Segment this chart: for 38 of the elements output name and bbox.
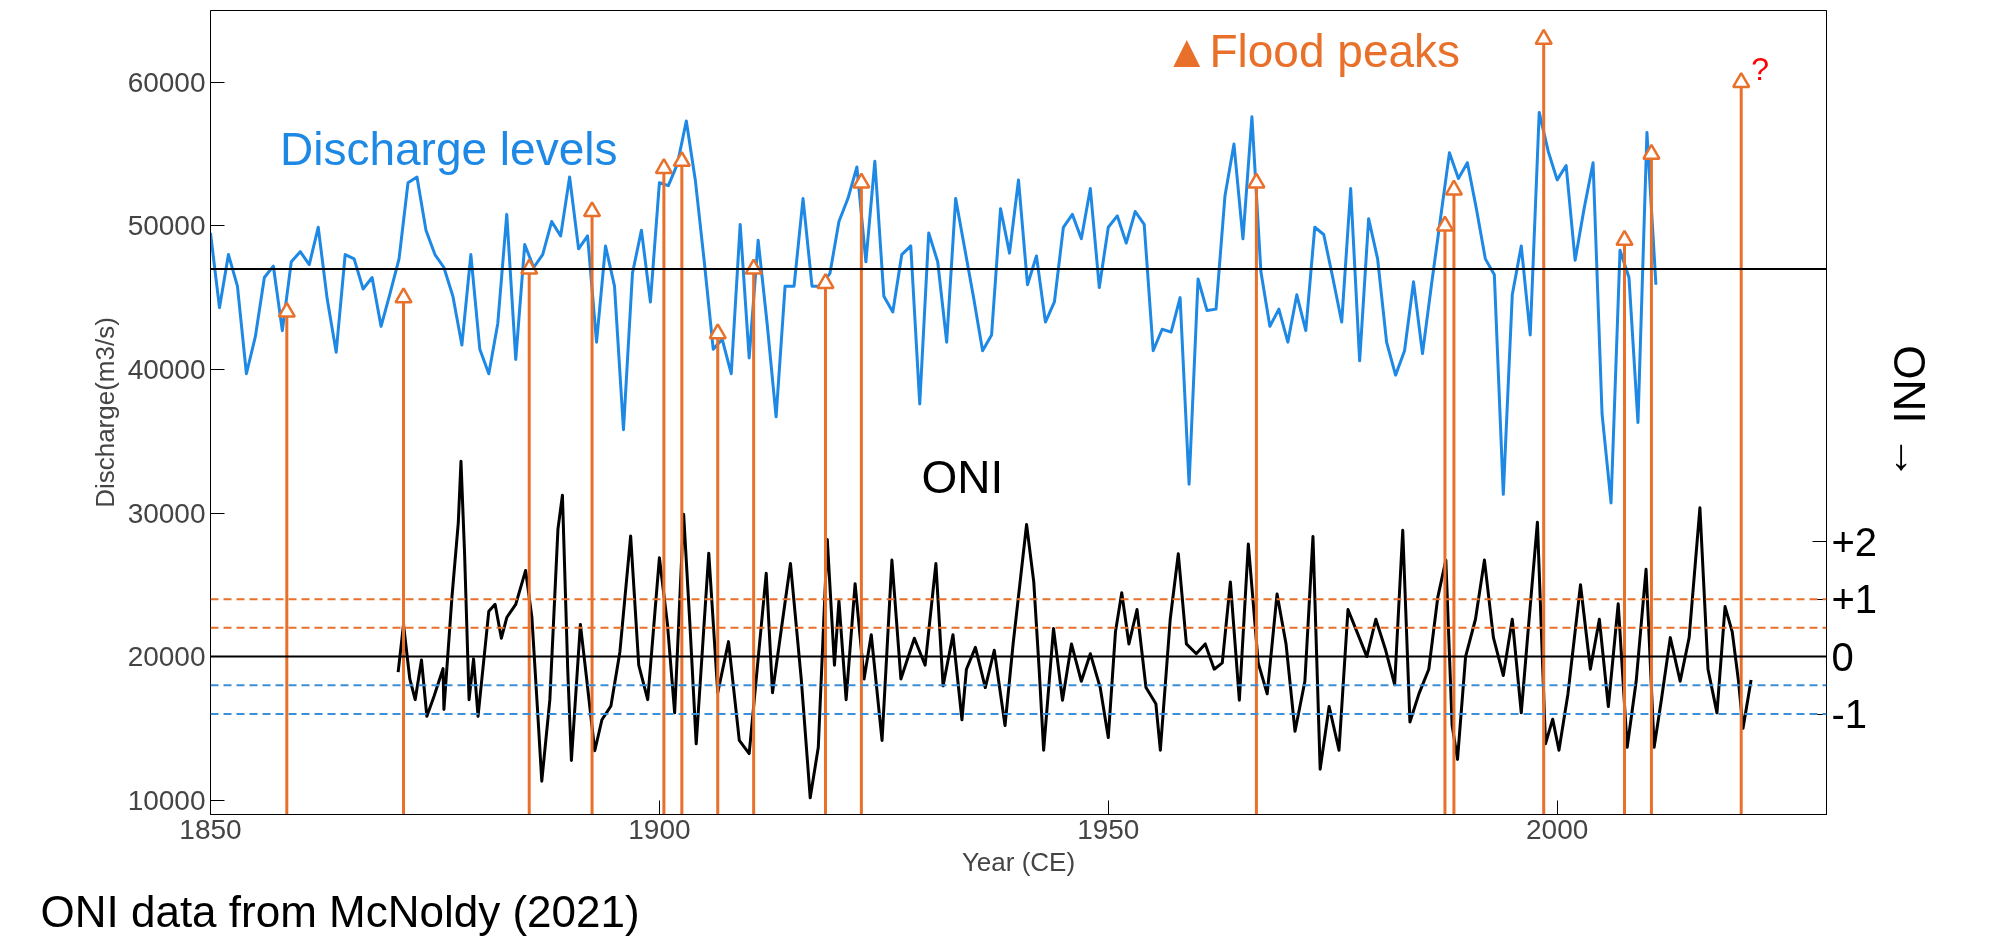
annotation: ? [1751, 51, 1770, 88]
point [394, 287, 413, 304]
point [1615, 229, 1634, 247]
y2-tick-label: +1 [1831, 577, 1878, 622]
y-tick-label: 50000 [127, 210, 206, 242]
point [1435, 215, 1455, 232]
point [852, 172, 871, 189]
series-label: ONI [921, 450, 1004, 503]
series-label: Discharge levels [279, 122, 618, 175]
point [1642, 143, 1661, 160]
point [1534, 28, 1553, 46]
y-tick-label: 60000 [127, 66, 206, 98]
x-tick-label: 1950 [1077, 813, 1140, 845]
text: ONI data from McNoldy (2021) [40, 886, 640, 936]
y-tick-label: 40000 [127, 353, 206, 385]
point [1731, 71, 1751, 89]
line-series [210, 110, 1658, 505]
series-label: ▲Flood peaks [1163, 24, 1461, 77]
y2-axis-title: ONI → [1885, 345, 1935, 480]
point [277, 301, 297, 318]
x-axis-title: Year (CE) [961, 846, 1076, 877]
y2-tick-label: 0 [1831, 634, 1854, 679]
y-tick-label: 10000 [127, 784, 206, 816]
point [654, 157, 674, 175]
y-tick-label: 20000 [127, 641, 206, 673]
y-tick-label: 30000 [127, 497, 206, 529]
point [1444, 179, 1464, 196]
x-tick-label: 2000 [1526, 813, 1589, 845]
x-tick-label: 1850 [179, 813, 242, 845]
point [672, 150, 692, 168]
point [582, 201, 602, 218]
x-tick-label: 1900 [628, 813, 691, 845]
y-axis-title: Discharge(m3/s) [89, 317, 120, 508]
point [1247, 172, 1266, 189]
point [708, 323, 727, 340]
y2-tick-label: -1 [1831, 692, 1868, 736]
point [816, 272, 835, 290]
y2-tick-label: +2 [1831, 519, 1878, 564]
